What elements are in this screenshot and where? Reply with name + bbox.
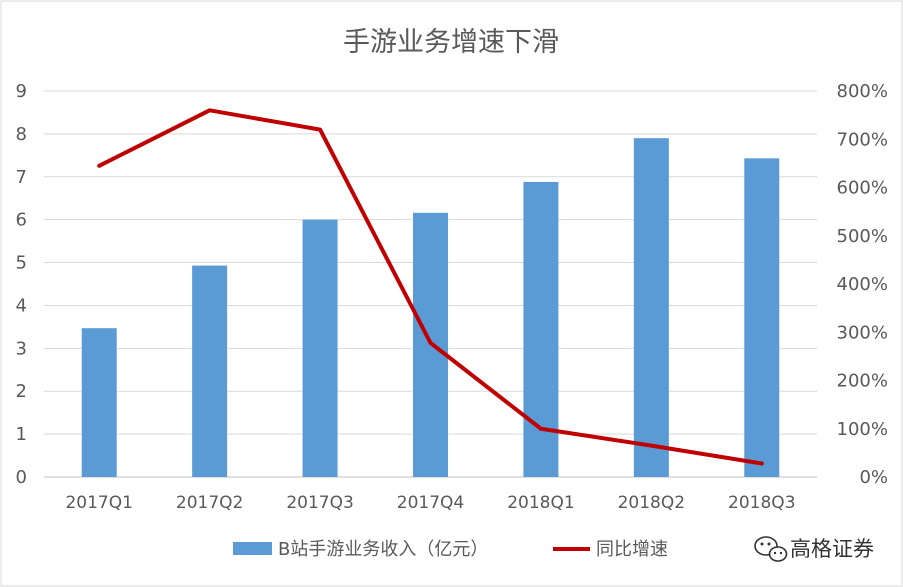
- x-axis-tick-label: 2017Q4: [397, 493, 464, 513]
- bar: [744, 158, 780, 477]
- watermark-text: 高格证券: [790, 537, 874, 561]
- right-axis-tick-label: 400%: [837, 274, 888, 295]
- line-series: [97, 108, 764, 466]
- x-axis: 2017Q1 2017Q2 2017Q3 2017Q4 2018Q1 2018Q2 2018…: [65, 493, 795, 513]
- right-axis-tick-label: 200%: [837, 371, 888, 392]
- x-axis-tick-label: 2018Q2: [618, 493, 685, 513]
- left-axis-tick-label: 0: [16, 467, 27, 488]
- x-axis-tick-label: 2017Q3: [286, 493, 353, 513]
- left-axis-tick-label: 6: [16, 210, 27, 231]
- wechat-icon: [754, 536, 788, 562]
- legend-swatch-bar: [233, 542, 272, 555]
- left-axis-tick-label: 3: [16, 338, 27, 359]
- bar: [633, 138, 669, 477]
- left-axis-tick-label: 1: [16, 424, 27, 445]
- right-axis-tick-label: 300%: [837, 322, 888, 343]
- line-point: [759, 461, 764, 466]
- legend-label-line: 同比增速: [596, 539, 668, 560]
- right-axis-tick-label: 0%: [859, 467, 888, 488]
- x-axis-tick-label: 2017Q1: [65, 493, 132, 513]
- x-axis-tick-label: 2017Q2: [176, 493, 243, 513]
- right-axis-tick-label: 700%: [837, 129, 888, 150]
- line-point: [318, 127, 322, 132]
- right-axis-tick-label: 100%: [837, 419, 888, 440]
- right-axis-tick-label: 600%: [837, 178, 888, 199]
- line-point: [539, 426, 543, 431]
- x-axis-tick-label: 2018Q1: [507, 493, 574, 513]
- right-axis-tick-label: 800%: [837, 81, 888, 102]
- left-axis-tick-label: 9: [16, 81, 27, 102]
- bar: [302, 219, 338, 477]
- x-axis-tick-label: 2018Q3: [728, 493, 795, 513]
- left-y-axis: 0 1 2 3 4 5 6 7 8 9: [16, 81, 27, 488]
- legend: B站手游业务收入（亿元） 同比增速: [233, 539, 668, 560]
- line-point: [649, 443, 654, 448]
- line-point: [428, 341, 433, 345]
- bar-series: [81, 138, 780, 477]
- right-y-axis: 0% 100% 200% 300% 400% 500% 600% 700% 800%: [837, 81, 888, 488]
- left-axis-tick-label: 5: [16, 253, 27, 274]
- gridlines: [44, 90, 817, 478]
- left-axis-tick-label: 8: [16, 124, 27, 145]
- chart-title: 手游业务增速下滑: [343, 27, 559, 58]
- line-point: [207, 108, 212, 113]
- left-axis-tick-label: 4: [16, 295, 27, 316]
- watermark: 高格证券: [754, 536, 874, 562]
- left-axis-tick-label: 7: [16, 167, 27, 188]
- line-point: [97, 163, 102, 168]
- left-axis-tick-label: 2: [16, 381, 27, 402]
- bar: [192, 265, 228, 477]
- bar: [81, 328, 117, 477]
- bar: [523, 181, 559, 477]
- right-axis-tick-label: 500%: [837, 226, 888, 247]
- legend-label-bar: B站手游业务收入（亿元）: [278, 539, 488, 560]
